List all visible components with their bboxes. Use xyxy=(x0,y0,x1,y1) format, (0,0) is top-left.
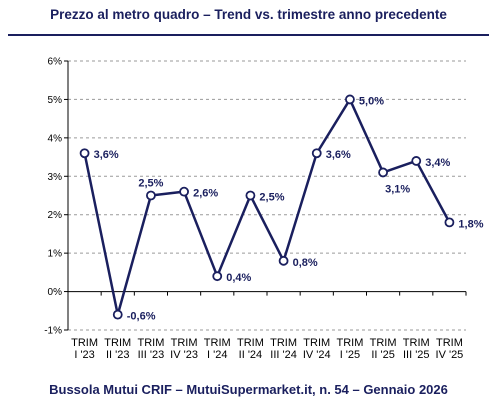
x-category-label: TRIM III '25 xyxy=(403,337,430,361)
data-point xyxy=(146,190,156,201)
data-point xyxy=(245,190,256,201)
x-category-label: TRIM II '25 xyxy=(370,337,397,361)
data-label: 3,6% xyxy=(94,149,119,161)
series-polyline xyxy=(83,98,451,316)
x-category-label: TRIM IV '23 xyxy=(170,337,198,361)
data-label: -0,6% xyxy=(127,311,156,323)
y-tick-label: -1% xyxy=(44,326,62,337)
data-points xyxy=(79,94,455,320)
data-point xyxy=(311,148,322,159)
x-category-label: TRIM I '25 xyxy=(336,337,363,361)
data-point xyxy=(79,148,90,159)
data-label: 3,1% xyxy=(385,183,410,195)
series-line xyxy=(83,98,451,316)
x-category-label: TRIM IV '25 xyxy=(436,337,464,361)
x-category-label: TRIM III '23 xyxy=(137,337,164,361)
chart-title: Prezzo al metro quadro – Trend vs. trime… xyxy=(50,7,447,22)
data-labels: 3,6% -0,6% 2,5% 2,6% 0,4% 2,5% 0,8% 3,6% 5,0% 3,1… xyxy=(94,95,484,322)
footer-source: Bussola Mutui CRIF – MutuiSupermarket.it… xyxy=(49,382,448,397)
data-point xyxy=(345,94,355,105)
y-tick-label: 2% xyxy=(48,210,63,221)
x-category-label: TRIM I '23 xyxy=(71,337,98,361)
y-tick-label: 1% xyxy=(48,249,63,260)
data-label: 2,6% xyxy=(193,188,218,200)
y-axis-ticks: -1% 0% 1% 2% 3% 4% 5% 6% xyxy=(44,57,62,337)
data-point xyxy=(212,271,223,282)
data-label: 3,4% xyxy=(425,157,450,169)
data-label: 0,4% xyxy=(226,272,251,284)
y-tick-label: 0% xyxy=(48,287,63,298)
data-label: 3,6% xyxy=(326,149,351,161)
y-tick-label: 5% xyxy=(48,95,63,106)
title-divider xyxy=(8,34,489,36)
data-point xyxy=(278,255,289,266)
x-category-label: TRIM II '24 xyxy=(237,337,264,361)
data-label: 5,0% xyxy=(359,95,384,107)
y-tick-label: 4% xyxy=(48,133,63,144)
y-tick-label: 3% xyxy=(48,172,63,183)
data-label: 1,8% xyxy=(458,218,483,230)
axes xyxy=(64,60,467,331)
data-point xyxy=(444,217,455,228)
x-category-label: TRIM II '23 xyxy=(104,337,131,361)
data-point xyxy=(378,167,388,178)
data-label: 2,5% xyxy=(138,178,163,190)
data-point xyxy=(112,309,123,320)
x-category-label: TRIM I '24 xyxy=(204,337,231,361)
data-label: 2,5% xyxy=(259,192,284,204)
data-label: 0,8% xyxy=(293,257,318,269)
data-point xyxy=(179,186,189,197)
data-point xyxy=(411,156,422,166)
x-category-label: TRIM IV '24 xyxy=(303,337,331,361)
x-category-label: TRIM III '24 xyxy=(270,337,297,361)
y-tick-label: 6% xyxy=(48,57,63,68)
